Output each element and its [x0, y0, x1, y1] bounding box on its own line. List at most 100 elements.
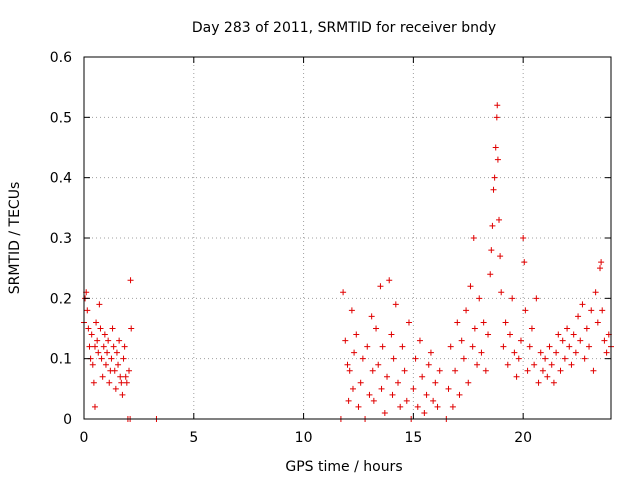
y-tick-label: 0.3 — [50, 231, 72, 247]
data-point — [366, 391, 373, 398]
data-point — [522, 307, 529, 314]
data-point — [588, 307, 595, 314]
data-point — [105, 337, 112, 344]
data-point — [101, 331, 108, 338]
x-tick-label: 10 — [295, 430, 313, 446]
data-point — [542, 355, 549, 362]
data-point — [97, 325, 104, 332]
data-point — [494, 102, 501, 109]
data-point — [539, 367, 546, 374]
data-point — [399, 343, 406, 350]
data-point — [520, 235, 527, 241]
data-point — [353, 331, 360, 338]
data-point — [559, 337, 566, 344]
data-point — [445, 385, 452, 392]
data-point — [405, 319, 412, 326]
data-point — [463, 307, 470, 314]
data-point — [346, 367, 353, 374]
data-point — [349, 385, 356, 392]
data-point — [436, 367, 443, 374]
data-point — [452, 367, 459, 374]
data-point — [432, 379, 439, 386]
data-point — [115, 361, 122, 368]
data-point — [379, 343, 386, 350]
data-point — [108, 355, 115, 362]
data-point — [577, 337, 584, 344]
data-point — [561, 355, 568, 362]
data-point — [88, 331, 95, 338]
data-point — [414, 403, 421, 410]
data-point — [377, 283, 384, 290]
x-tick-label: 20 — [514, 430, 532, 446]
data-point — [351, 349, 358, 356]
data-point — [482, 367, 489, 374]
y-tick-label: 0.1 — [50, 352, 72, 368]
data-point — [395, 379, 402, 386]
data-point — [454, 319, 461, 326]
data-point — [513, 373, 520, 380]
data-point — [502, 319, 509, 326]
data-point — [476, 295, 483, 302]
data-point — [410, 385, 417, 392]
data-point — [504, 361, 511, 368]
data-point — [490, 186, 497, 193]
data-point — [86, 343, 93, 350]
data-point — [485, 331, 492, 338]
data-point — [496, 216, 503, 223]
y-tick-label: 0 — [63, 412, 72, 428]
data-point — [492, 144, 499, 151]
x-axis-label: GPS time / hours — [285, 459, 402, 475]
data-point — [102, 361, 109, 368]
data-point — [506, 331, 513, 338]
data-point — [470, 235, 477, 241]
data-point — [104, 349, 111, 356]
data-point — [531, 361, 538, 368]
data-point — [128, 325, 135, 332]
data-point — [381, 409, 388, 416]
data-point — [96, 301, 103, 308]
data-point — [384, 373, 391, 380]
x-tick-label: 0 — [80, 430, 89, 446]
y-axis-label: SRMTID / TECUs — [7, 182, 23, 295]
data-point — [355, 403, 362, 410]
data-point — [592, 289, 599, 296]
data-point — [469, 343, 476, 350]
data-point — [109, 325, 116, 332]
data-point — [489, 222, 496, 229]
data-point — [570, 331, 577, 338]
data-point — [375, 361, 382, 368]
data-point — [425, 361, 432, 368]
data-point — [515, 355, 522, 362]
data-point — [488, 247, 495, 254]
data-point — [458, 337, 465, 344]
data-point — [478, 349, 485, 356]
data-point — [434, 403, 441, 410]
data-point — [123, 379, 130, 386]
data-point — [100, 343, 107, 350]
data-point — [378, 385, 385, 392]
data-point — [126, 367, 133, 374]
data-point — [98, 355, 105, 362]
y-tick-label: 0.5 — [50, 110, 72, 126]
data-point — [111, 367, 118, 374]
axis-ticks: 0 5 10 15 20 0 0.1 0.2 0.3 0.4 0.5 0.6 — [50, 50, 611, 446]
data-point — [106, 379, 113, 386]
data-point — [344, 361, 351, 368]
data-point — [392, 301, 399, 308]
data-point — [364, 343, 371, 350]
data-point — [85, 325, 92, 332]
data-point — [91, 343, 98, 350]
y-tick-label: 0.2 — [50, 291, 72, 307]
data-point — [90, 379, 97, 386]
data-point — [493, 114, 500, 121]
data-point — [456, 391, 463, 398]
data-point — [535, 379, 542, 386]
data-point — [389, 391, 396, 398]
data-point — [357, 379, 364, 386]
x-tick-label: 5 — [189, 430, 198, 446]
data-point — [94, 337, 101, 344]
data-point — [386, 277, 393, 284]
data-point — [430, 397, 437, 404]
data-point — [359, 355, 366, 362]
data-point — [390, 355, 397, 362]
